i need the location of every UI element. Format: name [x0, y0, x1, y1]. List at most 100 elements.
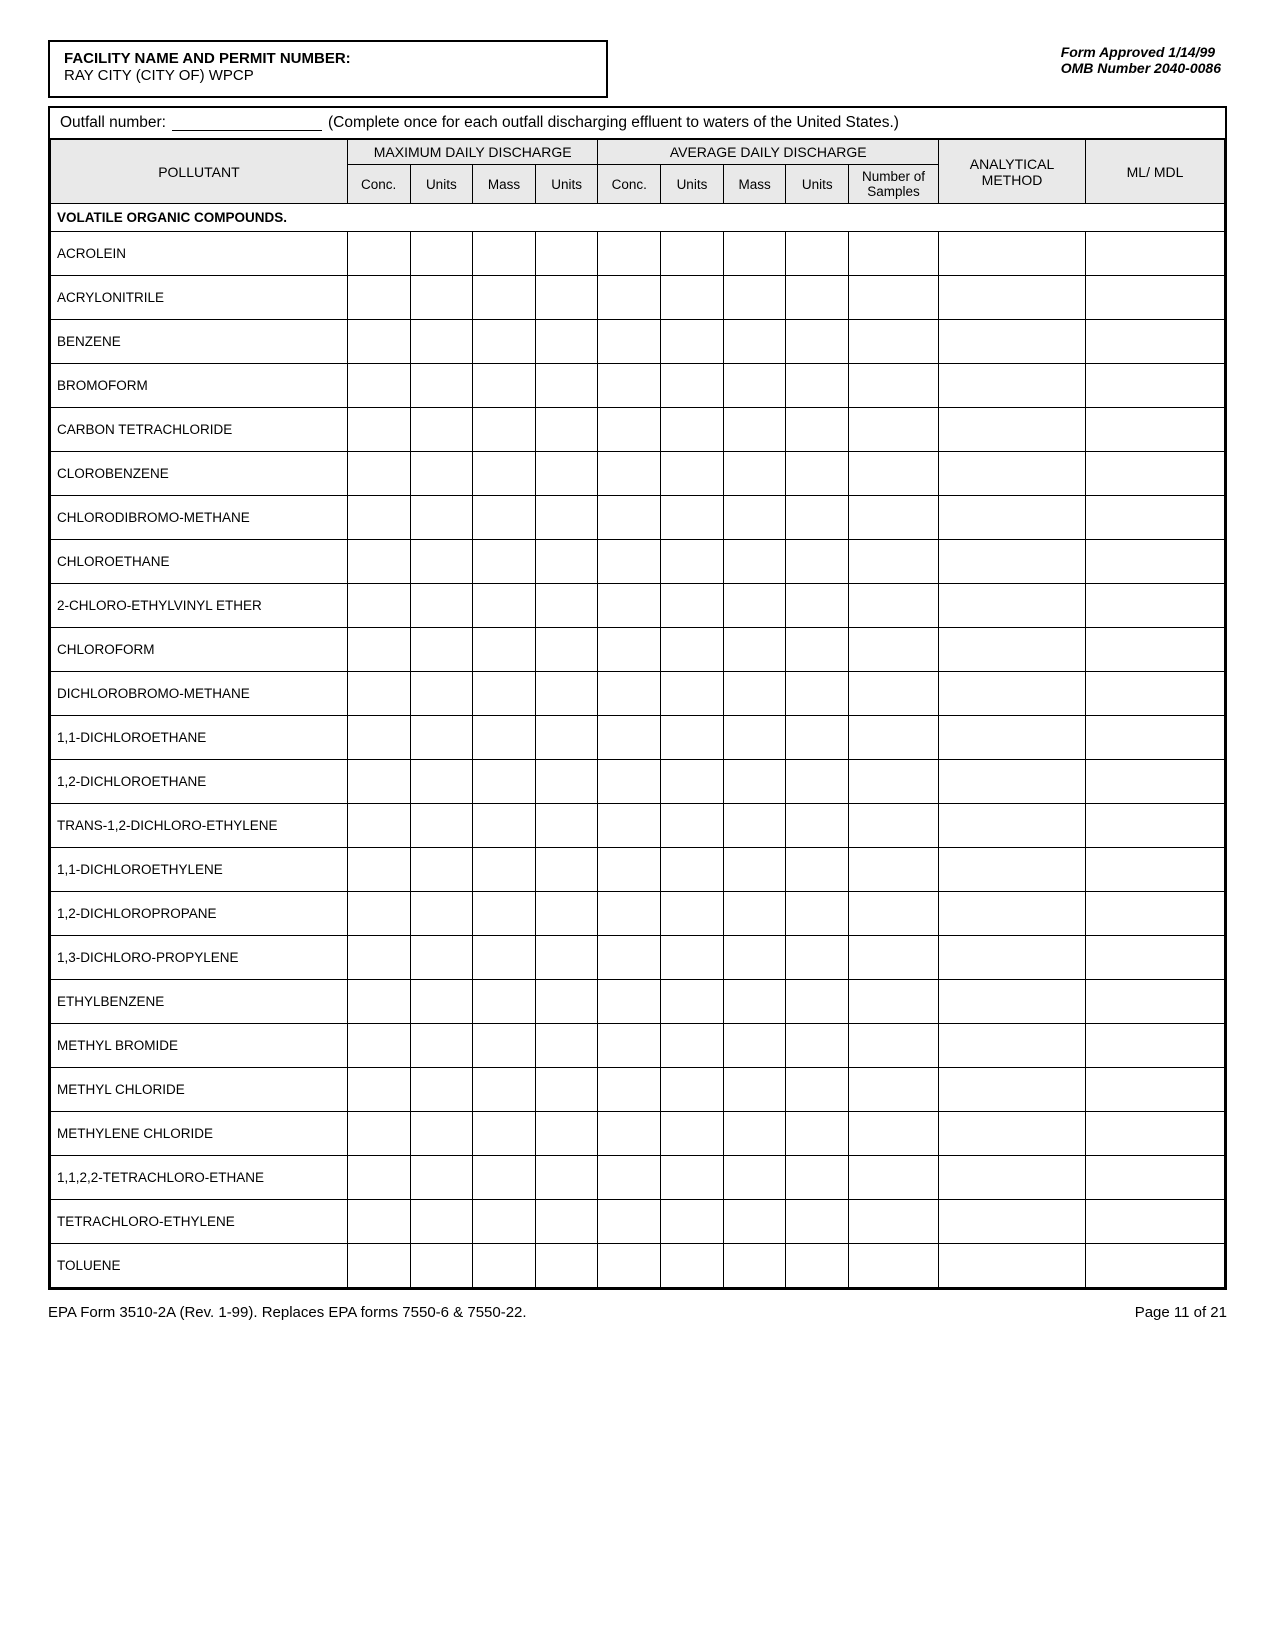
data-cell[interactable]: [723, 1024, 786, 1068]
data-cell[interactable]: [598, 760, 661, 804]
data-cell[interactable]: [661, 1244, 724, 1288]
data-cell[interactable]: [473, 408, 536, 452]
data-cell[interactable]: [473, 1024, 536, 1068]
data-cell[interactable]: [473, 232, 536, 276]
data-cell[interactable]: [473, 452, 536, 496]
data-cell[interactable]: [535, 716, 598, 760]
data-cell[interactable]: [410, 1024, 473, 1068]
data-cell[interactable]: [473, 320, 536, 364]
data-cell[interactable]: [849, 1156, 939, 1200]
data-cell[interactable]: [661, 936, 724, 980]
data-cell[interactable]: [938, 980, 1085, 1024]
data-cell[interactable]: [938, 1112, 1085, 1156]
data-cell[interactable]: [723, 716, 786, 760]
data-cell[interactable]: [786, 584, 849, 628]
data-cell[interactable]: [723, 1068, 786, 1112]
data-cell[interactable]: [661, 672, 724, 716]
data-cell[interactable]: [473, 1244, 536, 1288]
data-cell[interactable]: [535, 540, 598, 584]
data-cell[interactable]: [473, 1200, 536, 1244]
data-cell[interactable]: [473, 936, 536, 980]
data-cell[interactable]: [786, 1156, 849, 1200]
data-cell[interactable]: [786, 364, 849, 408]
data-cell[interactable]: [347, 892, 410, 936]
data-cell[interactable]: [347, 232, 410, 276]
data-cell[interactable]: [661, 892, 724, 936]
data-cell[interactable]: [598, 1156, 661, 1200]
data-cell[interactable]: [786, 452, 849, 496]
data-cell[interactable]: [849, 672, 939, 716]
data-cell[interactable]: [598, 496, 661, 540]
data-cell[interactable]: [1086, 760, 1225, 804]
data-cell[interactable]: [473, 1112, 536, 1156]
data-cell[interactable]: [410, 452, 473, 496]
data-cell[interactable]: [598, 1244, 661, 1288]
data-cell[interactable]: [849, 980, 939, 1024]
data-cell[interactable]: [849, 320, 939, 364]
data-cell[interactable]: [786, 804, 849, 848]
data-cell[interactable]: [938, 1024, 1085, 1068]
data-cell[interactable]: [661, 716, 724, 760]
data-cell[interactable]: [938, 496, 1085, 540]
data-cell[interactable]: [1086, 1156, 1225, 1200]
data-cell[interactable]: [1086, 672, 1225, 716]
data-cell[interactable]: [535, 1156, 598, 1200]
data-cell[interactable]: [473, 980, 536, 1024]
data-cell[interactable]: [1086, 584, 1225, 628]
data-cell[interactable]: [661, 1068, 724, 1112]
data-cell[interactable]: [598, 452, 661, 496]
data-cell[interactable]: [849, 760, 939, 804]
data-cell[interactable]: [849, 1112, 939, 1156]
data-cell[interactable]: [410, 232, 473, 276]
data-cell[interactable]: [1086, 936, 1225, 980]
data-cell[interactable]: [723, 584, 786, 628]
data-cell[interactable]: [535, 760, 598, 804]
data-cell[interactable]: [535, 408, 598, 452]
data-cell[interactable]: [410, 364, 473, 408]
data-cell[interactable]: [473, 1156, 536, 1200]
data-cell[interactable]: [410, 408, 473, 452]
data-cell[interactable]: [598, 848, 661, 892]
data-cell[interactable]: [598, 1024, 661, 1068]
data-cell[interactable]: [473, 364, 536, 408]
data-cell[interactable]: [849, 1244, 939, 1288]
data-cell[interactable]: [410, 584, 473, 628]
data-cell[interactable]: [410, 320, 473, 364]
data-cell[interactable]: [410, 804, 473, 848]
data-cell[interactable]: [723, 1156, 786, 1200]
data-cell[interactable]: [723, 232, 786, 276]
data-cell[interactable]: [598, 892, 661, 936]
data-cell[interactable]: [347, 276, 410, 320]
data-cell[interactable]: [535, 276, 598, 320]
data-cell[interactable]: [938, 760, 1085, 804]
data-cell[interactable]: [723, 628, 786, 672]
data-cell[interactable]: [535, 584, 598, 628]
data-cell[interactable]: [723, 496, 786, 540]
data-cell[interactable]: [410, 848, 473, 892]
data-cell[interactable]: [849, 1068, 939, 1112]
data-cell[interactable]: [786, 716, 849, 760]
data-cell[interactable]: [1086, 496, 1225, 540]
data-cell[interactable]: [938, 716, 1085, 760]
data-cell[interactable]: [473, 540, 536, 584]
data-cell[interactable]: [849, 1200, 939, 1244]
data-cell[interactable]: [938, 584, 1085, 628]
data-cell[interactable]: [723, 540, 786, 584]
data-cell[interactable]: [786, 1112, 849, 1156]
data-cell[interactable]: [347, 1112, 410, 1156]
data-cell[interactable]: [598, 1200, 661, 1244]
data-cell[interactable]: [661, 540, 724, 584]
data-cell[interactable]: [661, 1200, 724, 1244]
data-cell[interactable]: [661, 804, 724, 848]
data-cell[interactable]: [473, 804, 536, 848]
data-cell[interactable]: [473, 1068, 536, 1112]
data-cell[interactable]: [938, 804, 1085, 848]
data-cell[interactable]: [723, 276, 786, 320]
data-cell[interactable]: [598, 1112, 661, 1156]
data-cell[interactable]: [849, 1024, 939, 1068]
data-cell[interactable]: [347, 452, 410, 496]
data-cell[interactable]: [786, 848, 849, 892]
data-cell[interactable]: [723, 1112, 786, 1156]
data-cell[interactable]: [849, 804, 939, 848]
data-cell[interactable]: [598, 716, 661, 760]
